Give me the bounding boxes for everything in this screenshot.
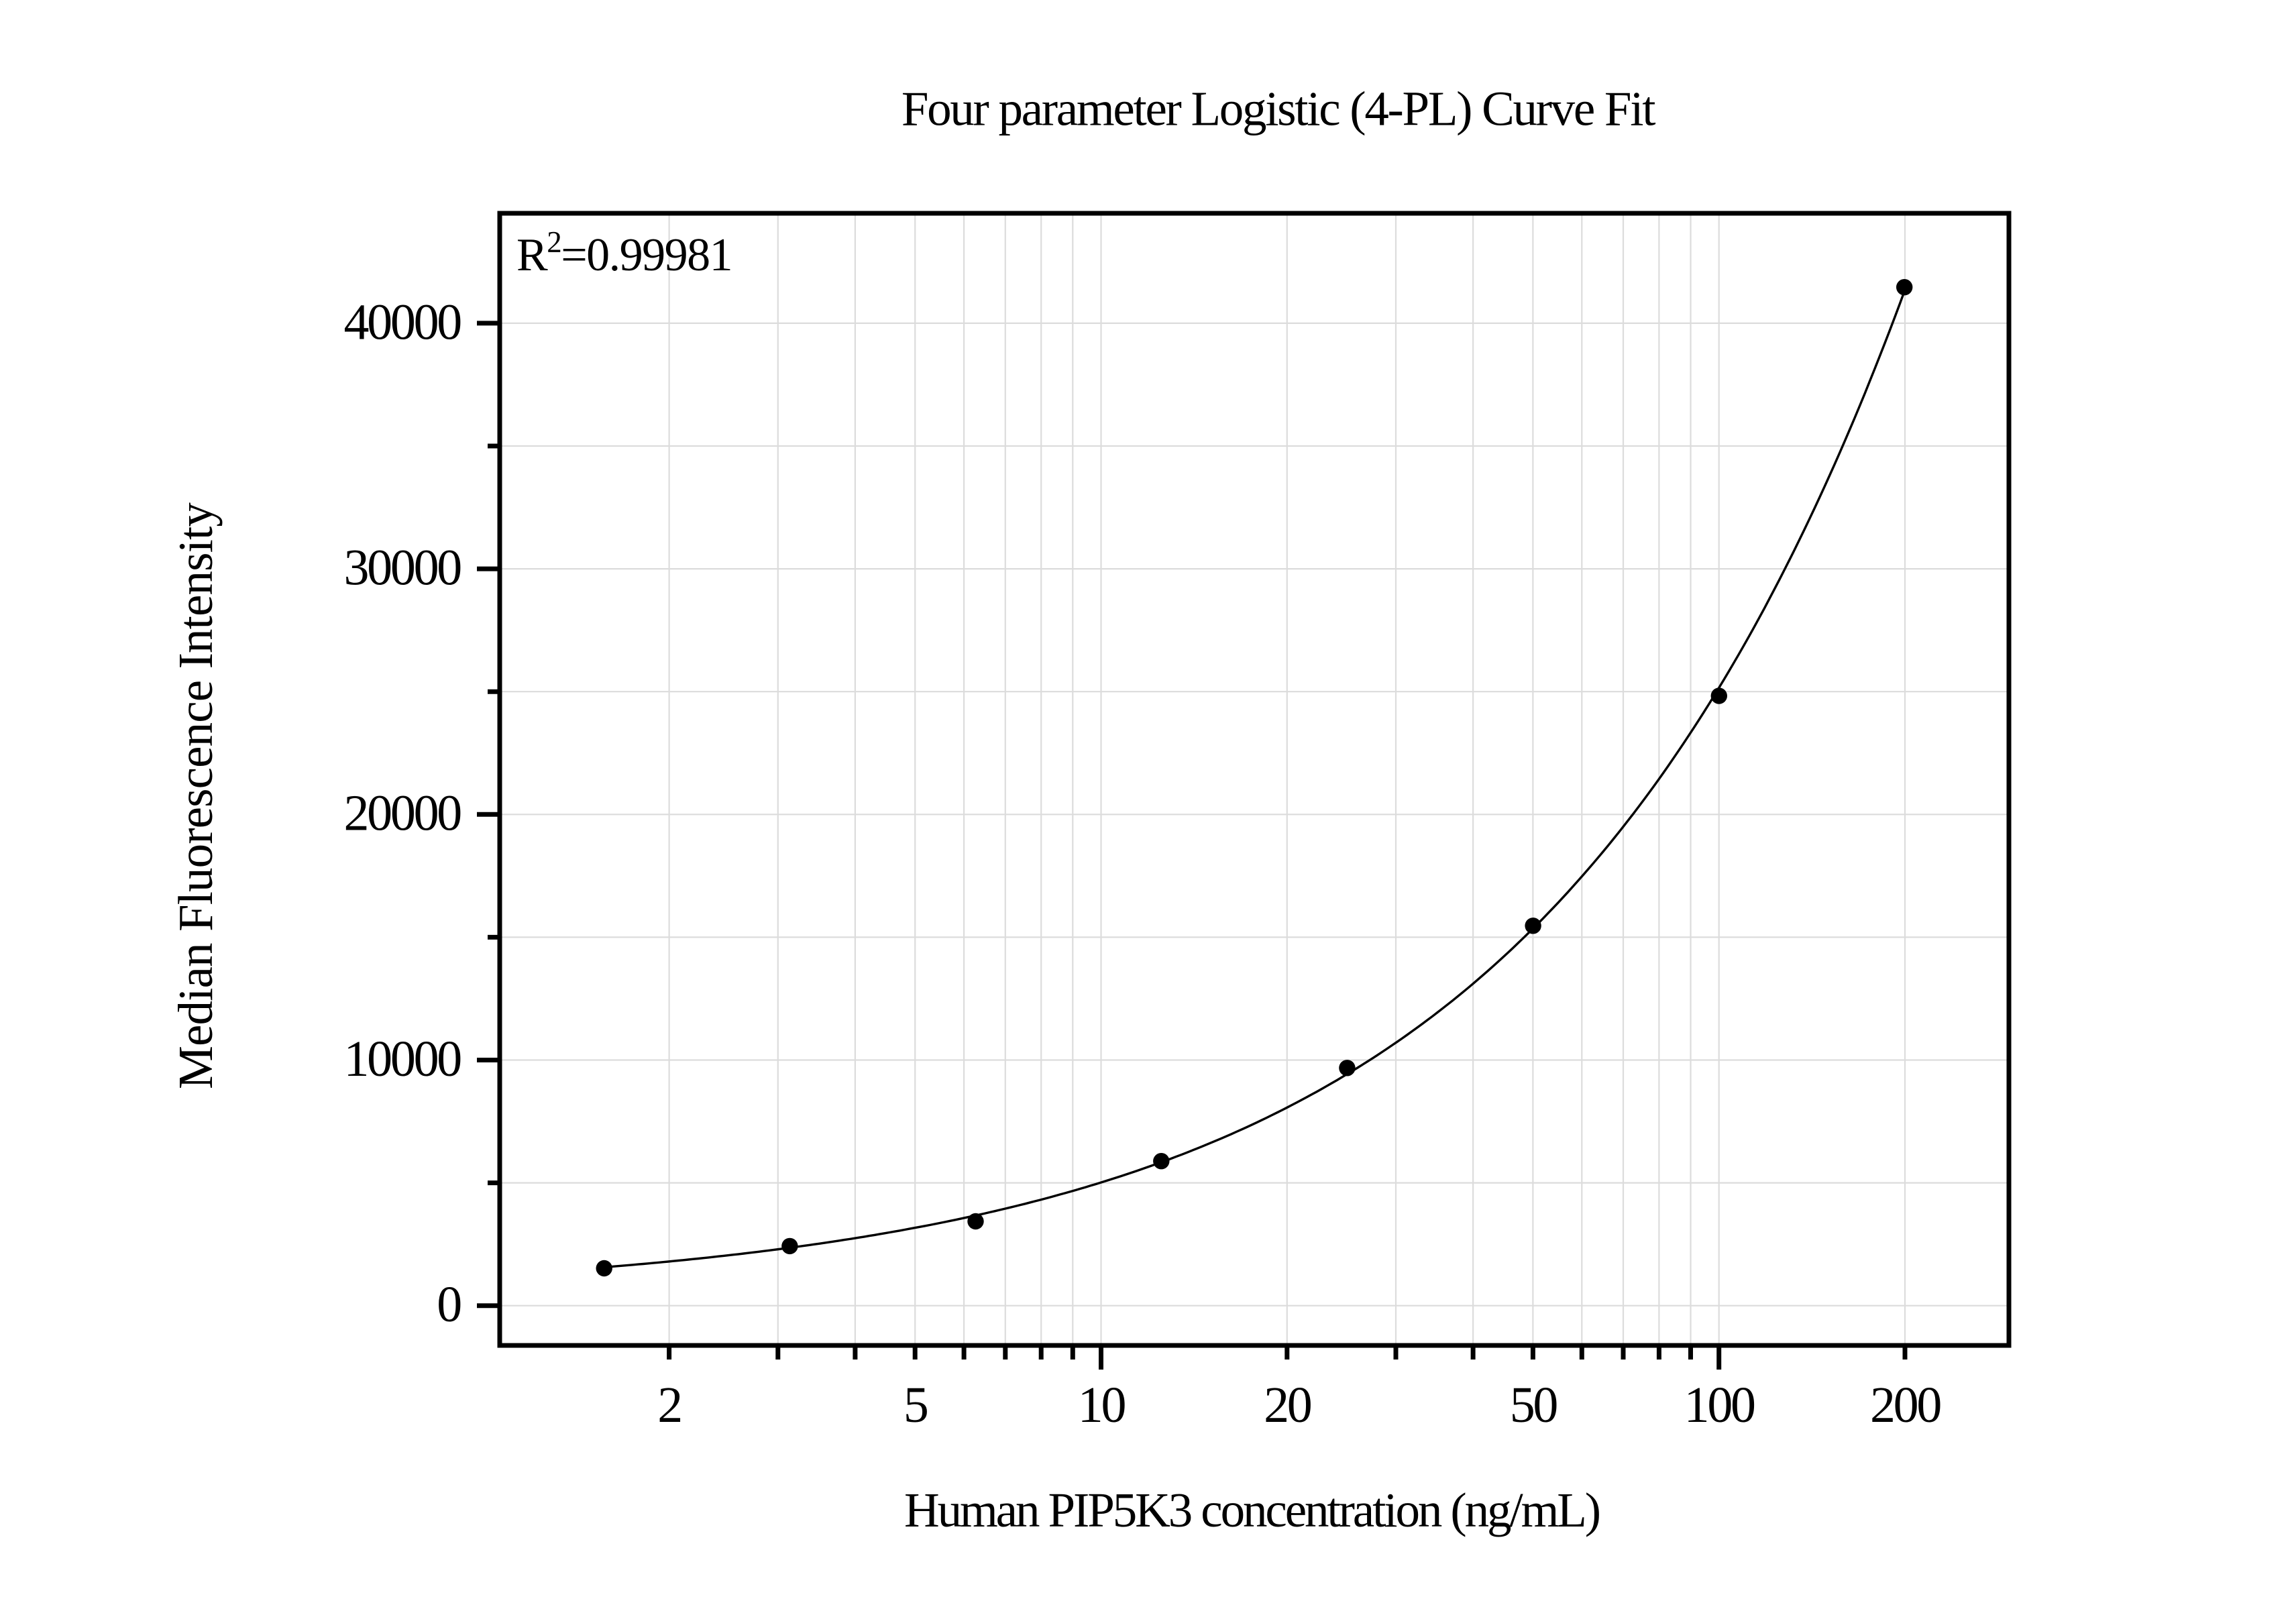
svg-text:20: 20 (1264, 1377, 1311, 1433)
svg-text:40000: 40000 (343, 294, 461, 350)
svg-text:20000: 20000 (343, 785, 461, 842)
svg-text:50: 50 (1510, 1377, 1557, 1433)
svg-text:Four parameter Logistic (4-PL): Four parameter Logistic (4-PL) Curve Fit (901, 82, 1655, 136)
svg-text:0: 0 (437, 1276, 461, 1333)
svg-text:200: 200 (1870, 1377, 1940, 1433)
svg-text:10000: 10000 (343, 1031, 461, 1087)
svg-text:Human PIP5K3 concentration (ng: Human PIP5K3 concentration (ng/mL) (904, 1483, 1600, 1537)
svg-text:2: 2 (657, 1377, 681, 1433)
svg-text:5: 5 (904, 1377, 928, 1433)
svg-text:30000: 30000 (343, 540, 461, 596)
svg-text:Median Fluorescence Intensity: Median Fluorescence Intensity (168, 502, 223, 1089)
svg-text:10: 10 (1078, 1377, 1126, 1433)
svg-text:100: 100 (1684, 1377, 1755, 1433)
